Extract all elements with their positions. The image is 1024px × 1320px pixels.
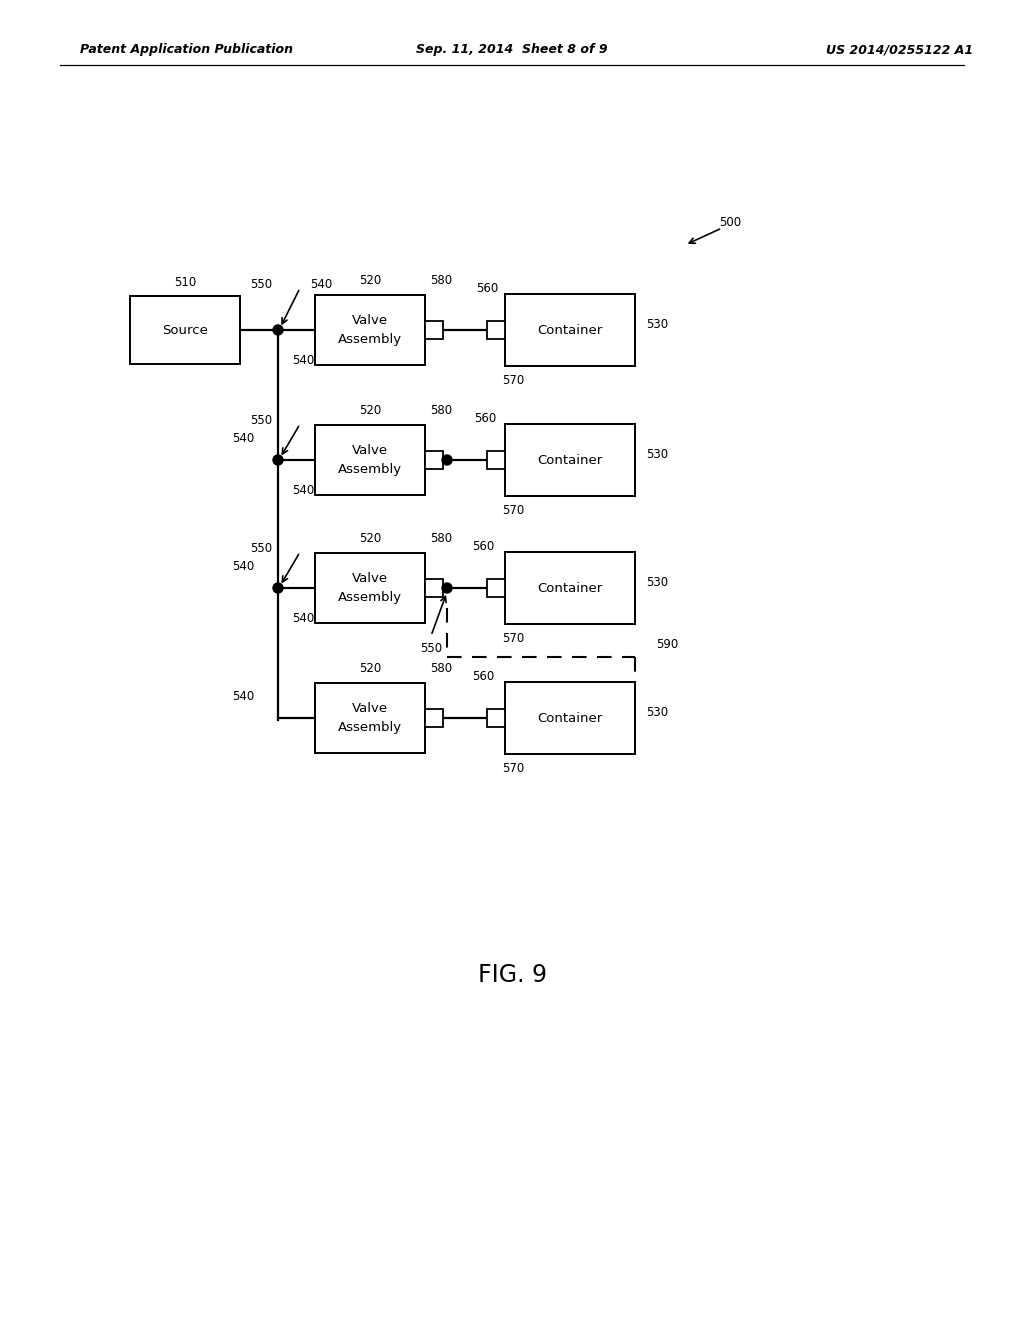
Bar bbox=[315, 553, 425, 623]
Bar bbox=[487, 579, 505, 597]
Text: 570: 570 bbox=[502, 503, 524, 516]
Text: Container: Container bbox=[538, 454, 603, 466]
Text: 520: 520 bbox=[358, 532, 381, 545]
Text: Container: Container bbox=[538, 323, 603, 337]
Text: 580: 580 bbox=[430, 275, 452, 288]
Circle shape bbox=[273, 455, 283, 465]
Text: 570: 570 bbox=[502, 762, 524, 775]
Bar bbox=[315, 425, 425, 495]
Bar bbox=[505, 552, 635, 624]
Text: Valve
Assembly: Valve Assembly bbox=[338, 445, 402, 475]
Text: 530: 530 bbox=[646, 447, 668, 461]
Bar bbox=[130, 296, 240, 364]
Bar bbox=[425, 451, 443, 469]
Bar bbox=[505, 424, 635, 496]
Text: 550: 550 bbox=[420, 642, 442, 655]
Bar bbox=[425, 709, 443, 727]
Bar bbox=[425, 579, 443, 597]
Text: 560: 560 bbox=[476, 282, 498, 296]
Bar bbox=[505, 294, 635, 366]
Bar bbox=[487, 321, 505, 339]
Text: 510: 510 bbox=[174, 276, 197, 289]
Circle shape bbox=[442, 583, 452, 593]
Text: 520: 520 bbox=[358, 663, 381, 676]
Text: Source: Source bbox=[162, 323, 208, 337]
Circle shape bbox=[273, 325, 283, 335]
Text: 530: 530 bbox=[646, 705, 668, 718]
Text: 560: 560 bbox=[474, 412, 496, 425]
Text: 570: 570 bbox=[502, 631, 524, 644]
Text: 550: 550 bbox=[250, 277, 272, 290]
Text: FIG. 9: FIG. 9 bbox=[477, 964, 547, 987]
Bar bbox=[487, 709, 505, 727]
Text: 550: 550 bbox=[250, 413, 272, 426]
Text: 570: 570 bbox=[502, 374, 524, 387]
Text: 520: 520 bbox=[358, 404, 381, 417]
Text: 530: 530 bbox=[646, 576, 668, 589]
Bar bbox=[425, 321, 443, 339]
Text: 590: 590 bbox=[656, 639, 678, 652]
Text: 540: 540 bbox=[292, 611, 314, 624]
Circle shape bbox=[273, 583, 283, 593]
Text: 550: 550 bbox=[250, 541, 272, 554]
Text: 560: 560 bbox=[472, 540, 495, 553]
Text: 580: 580 bbox=[430, 404, 452, 417]
Text: 580: 580 bbox=[430, 663, 452, 676]
Text: 540: 540 bbox=[310, 277, 332, 290]
Bar bbox=[505, 682, 635, 754]
Text: 540: 540 bbox=[292, 354, 314, 367]
Circle shape bbox=[442, 455, 452, 465]
Text: Valve
Assembly: Valve Assembly bbox=[338, 573, 402, 603]
Text: Patent Application Publication: Patent Application Publication bbox=[80, 44, 293, 57]
Text: 540: 540 bbox=[292, 483, 314, 496]
Text: US 2014/0255122 A1: US 2014/0255122 A1 bbox=[826, 44, 974, 57]
Text: 500: 500 bbox=[719, 215, 741, 228]
Bar bbox=[315, 294, 425, 366]
Text: Valve
Assembly: Valve Assembly bbox=[338, 314, 402, 346]
Text: Container: Container bbox=[538, 582, 603, 594]
Text: Valve
Assembly: Valve Assembly bbox=[338, 702, 402, 734]
Text: Sep. 11, 2014  Sheet 8 of 9: Sep. 11, 2014 Sheet 8 of 9 bbox=[416, 44, 608, 57]
Text: 520: 520 bbox=[358, 275, 381, 288]
Bar bbox=[487, 451, 505, 469]
Text: Container: Container bbox=[538, 711, 603, 725]
Text: 540: 540 bbox=[231, 432, 254, 445]
Bar bbox=[315, 682, 425, 752]
Text: 580: 580 bbox=[430, 532, 452, 545]
Text: 540: 540 bbox=[231, 560, 254, 573]
Text: 560: 560 bbox=[472, 671, 495, 684]
Text: 530: 530 bbox=[646, 318, 668, 330]
Text: 540: 540 bbox=[231, 689, 254, 702]
